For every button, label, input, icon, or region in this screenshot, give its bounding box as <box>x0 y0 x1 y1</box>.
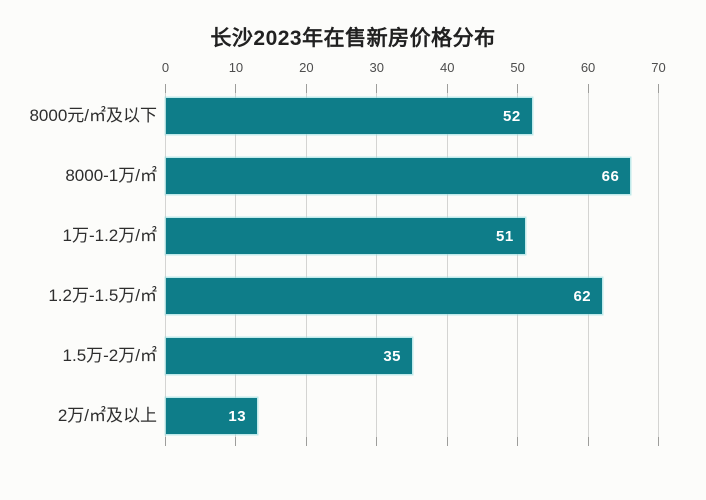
gridline <box>658 84 659 446</box>
bar-value-label: 52 <box>503 107 521 125</box>
bar-value-label: 62 <box>573 287 592 305</box>
bar-value-label: 13 <box>228 407 247 425</box>
x-axis-tick-label: 30 <box>369 60 385 75</box>
category-label: 1.2万-1.5万/㎡ <box>48 286 157 305</box>
x-axis-tick-label: 40 <box>439 60 455 75</box>
gridline <box>376 84 378 446</box>
category-label: 8000元/㎡及以下 <box>29 106 157 125</box>
gridline <box>235 84 237 446</box>
gridline <box>446 84 448 446</box>
bar-value-label: 51 <box>495 227 514 245</box>
bar: 51 <box>165 218 525 254</box>
bar-value-label: 35 <box>383 347 401 365</box>
category-label: 2万/㎡及以上 <box>57 406 157 425</box>
x-axis-tick-label: 60 <box>580 60 596 75</box>
category-label: 1.5万-2万/㎡ <box>62 346 157 365</box>
x-axis-tick-label: 0 <box>161 60 170 75</box>
bar: 13 <box>165 398 258 434</box>
gridline <box>517 84 519 446</box>
bar: 66 <box>165 158 631 194</box>
x-axis-tick-label: 70 <box>651 60 666 75</box>
gridline <box>305 84 307 446</box>
gridline <box>587 84 589 446</box>
bar: 62 <box>165 278 603 314</box>
category-label: 1万-1.2万/㎡ <box>62 226 157 245</box>
category-label: 8000-1万/㎡ <box>65 166 157 185</box>
x-axis-tick-label: 20 <box>299 60 314 75</box>
gridline <box>165 84 166 446</box>
chart-title: 长沙2023年在售新房价格分布 <box>210 27 496 50</box>
x-axis-tick-label: 10 <box>228 60 244 75</box>
bar-value-label: 66 <box>601 167 620 185</box>
bar: 35 <box>165 338 412 374</box>
bar: 52 <box>165 98 532 134</box>
x-axis-tick-label: 50 <box>510 60 525 75</box>
